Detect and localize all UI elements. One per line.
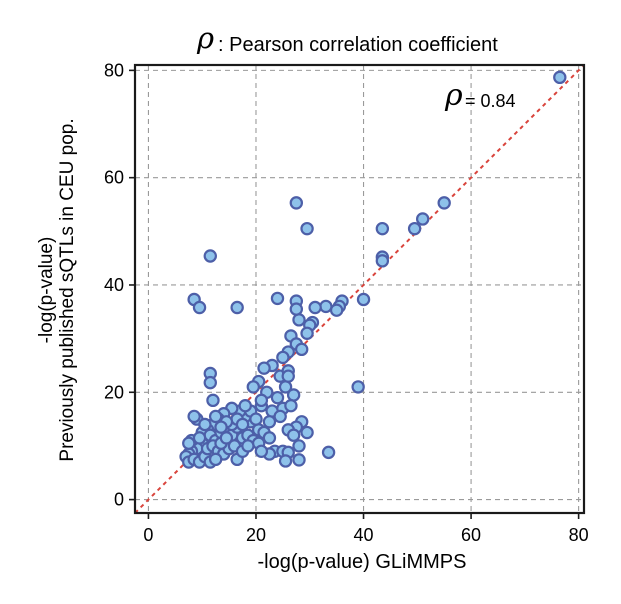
data-point-111 bbox=[192, 431, 207, 445]
data-point-3 bbox=[407, 221, 422, 236]
x-tick-label-40: 40 bbox=[354, 525, 374, 545]
data-point-28 bbox=[294, 342, 309, 357]
data-point-37 bbox=[286, 388, 301, 402]
data-point-49 bbox=[273, 409, 287, 424]
data-point-48 bbox=[286, 428, 301, 442]
data-point-108 bbox=[206, 393, 220, 408]
data-point-24 bbox=[292, 313, 306, 327]
y-tick-label-20: 20 bbox=[104, 382, 124, 402]
data-point-84 bbox=[254, 393, 269, 408]
x-tick-label-20: 20 bbox=[246, 525, 266, 545]
data-point-86 bbox=[278, 454, 293, 468]
plot-frame bbox=[133, 63, 586, 515]
data-point-9 bbox=[203, 249, 217, 263]
data-point-8 bbox=[300, 221, 314, 236]
data-point-11 bbox=[192, 300, 207, 315]
data-point-0 bbox=[553, 70, 567, 85]
data-point-38 bbox=[270, 390, 285, 405]
data-point-19 bbox=[319, 299, 333, 314]
data-point-107 bbox=[203, 375, 217, 390]
data-point-18 bbox=[329, 303, 344, 317]
data-point-113 bbox=[208, 452, 223, 467]
data-point-82 bbox=[292, 439, 306, 453]
data-point-121 bbox=[238, 398, 252, 413]
y-tick-label-40: 40 bbox=[104, 275, 124, 295]
data-point-23 bbox=[300, 326, 314, 340]
x-tick-label-0: 0 bbox=[143, 525, 153, 545]
data-point-12 bbox=[230, 300, 244, 315]
data-point-87 bbox=[292, 453, 306, 467]
data-point-123 bbox=[214, 420, 228, 434]
data-point-78 bbox=[254, 444, 269, 458]
correlation-symbol: ρ bbox=[444, 78, 463, 113]
data-point-83 bbox=[300, 425, 314, 440]
data-point-2 bbox=[415, 212, 430, 226]
data-point-15 bbox=[356, 292, 371, 307]
data-point-75 bbox=[262, 431, 277, 445]
data-point-1 bbox=[437, 196, 451, 210]
data-point-30 bbox=[276, 350, 290, 365]
data-point-110 bbox=[182, 436, 196, 450]
data-point-20 bbox=[308, 300, 322, 315]
data-point-7 bbox=[289, 196, 304, 210]
data-point-81 bbox=[321, 445, 336, 460]
data-point-118 bbox=[235, 417, 250, 432]
data-point-4 bbox=[375, 221, 390, 236]
ticks: 0 20 40 60 80 0 20 40 60 80 bbox=[104, 60, 589, 545]
data-point-120 bbox=[249, 412, 263, 426]
correlation-value: = 0.84 bbox=[465, 91, 516, 111]
x-axis-label: -log(p-value) GLiMMPS bbox=[258, 551, 467, 573]
data-point-63 bbox=[198, 417, 212, 432]
data-points bbox=[179, 70, 567, 469]
y-axis-label-line2: Previously published sQTLs in CEU pop. bbox=[57, 118, 78, 461]
y-axis-label-group: -log(p-value) Previously published sQTLs… bbox=[36, 118, 78, 461]
y-axis-label-line1: -log(p-value) bbox=[36, 237, 57, 344]
data-point-124 bbox=[351, 380, 365, 394]
data-point-25 bbox=[289, 302, 304, 316]
x-tick-label-80: 80 bbox=[569, 525, 589, 545]
data-point-115 bbox=[219, 431, 234, 445]
chart-title: : Pearson correlation coefficient bbox=[218, 34, 498, 56]
data-point-32 bbox=[257, 361, 271, 375]
data-point-44 bbox=[284, 398, 298, 413]
y-tick-label-0: 0 bbox=[114, 490, 124, 510]
data-point-125 bbox=[208, 409, 223, 424]
data-point-40 bbox=[246, 380, 260, 394]
y-tick-label-80: 80 bbox=[104, 60, 124, 80]
data-point-62 bbox=[187, 409, 201, 424]
chart-title-symbol: ρ bbox=[196, 21, 214, 55]
data-point-105 bbox=[241, 439, 255, 453]
data-point-6 bbox=[375, 254, 390, 268]
data-point-13 bbox=[270, 291, 285, 306]
data-point-85 bbox=[281, 369, 295, 383]
x-tick-label-60: 60 bbox=[461, 525, 481, 545]
data-point-50 bbox=[262, 415, 277, 429]
y-tick-label-60: 60 bbox=[104, 168, 124, 188]
